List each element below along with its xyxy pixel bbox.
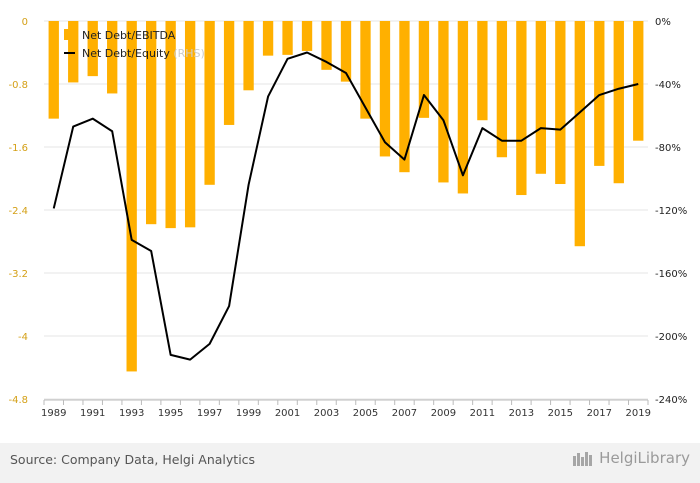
bar-net-debt-ebitda — [204, 21, 215, 185]
right-axis-tick-label: -80% — [655, 143, 681, 154]
right-axis-tick-label: -160% — [655, 269, 687, 280]
helgi-library-logo: HelgiLibrary — [572, 449, 690, 467]
x-axis-tick-label: 2013 — [509, 408, 534, 419]
bar-net-debt-ebitda — [223, 21, 235, 125]
bar-net-debt-ebitda — [438, 21, 449, 183]
bar-net-debt-ebitda — [87, 21, 98, 77]
x-axis-tick-label: 2015 — [548, 408, 573, 419]
bar-net-debt-ebitda — [282, 21, 293, 55]
left-axis-tick-label: -1.6 — [8, 143, 28, 154]
legend-label-net-debt-equity: Net Debt/Equity (RHS) — [82, 47, 205, 60]
line-net-debt-equity — [52, 51, 639, 361]
bar-net-debt-ebitda — [516, 21, 527, 196]
x-axis-tick-label: 2001 — [275, 408, 300, 419]
x-axis-tick-label: 2011 — [470, 408, 495, 419]
bar-net-debt-ebitda — [340, 21, 352, 82]
source-text: Source: Company Data, Helgi Analytics — [10, 452, 256, 467]
x-axis-tick-label: 1989 — [41, 408, 66, 419]
right-axis-tick-label: -240% — [655, 395, 687, 406]
combo-chart: 0 -0.8 -1.6 -2.4 -3.2 -4 -4.8 0% -40% -80% -120% -1… — [8, 17, 687, 419]
bar-net-debt-ebitda — [633, 21, 644, 141]
footer: Source: Company Data, Helgi Analytics He… — [0, 443, 700, 483]
left-axis-tick-label: -3.2 — [8, 269, 28, 280]
bar-net-debt-ebitda — [243, 21, 254, 91]
x-axis-tick-label: 1995 — [158, 408, 183, 419]
bar-net-debt-ebitda — [68, 21, 79, 83]
bar-net-debt-ebitda — [594, 21, 605, 166]
left-axis-tick-label: 0 — [22, 17, 28, 28]
x-axis-tick-label: 2007 — [392, 408, 417, 419]
bar-net-debt-ebitda — [165, 21, 176, 229]
left-axis-tick-label: -0.8 — [8, 80, 28, 91]
bar-net-debt-ebitda — [496, 21, 508, 158]
logo-text: HelgiLibrary — [599, 449, 690, 467]
bar-net-debt-ebitda — [360, 21, 371, 119]
library-icon — [573, 452, 593, 466]
bar-net-debt-ebitda — [555, 21, 566, 185]
bar-net-debt-ebitda — [184, 21, 196, 228]
bar-net-debt-ebitda — [477, 21, 488, 121]
x-axis-tick-label: 2009 — [431, 408, 456, 419]
x-axis-tick-label: 2019 — [626, 408, 651, 419]
right-axis-tick-label: -40% — [655, 80, 681, 91]
bar-net-debt-ebitda — [574, 21, 585, 247]
x-axis-tick-label: 1999 — [236, 408, 261, 419]
bar-net-debt-ebitda — [379, 21, 391, 157]
x-axis-tick-label: 2017 — [587, 408, 612, 419]
bar-net-debt-ebitda — [613, 21, 624, 184]
x-axis-tick-label: 1991 — [80, 408, 105, 419]
x-axis-tick-label: 1993 — [119, 408, 144, 419]
bar-net-debt-ebitda — [399, 21, 410, 173]
bar-net-debt-ebitda — [457, 21, 469, 194]
legend-label-net-debt-ebitda: Net Debt/EBITDA — [82, 29, 176, 42]
legend-rhs-suffix: (RHS) — [173, 47, 204, 60]
x-axis-tick-label: 1997 — [197, 408, 222, 419]
right-axis-tick-label: -200% — [655, 332, 687, 343]
x-axis-tick-label: 2005 — [353, 408, 378, 419]
bar-net-debt-ebitda — [126, 21, 137, 372]
right-axis-tick-label: -120% — [655, 206, 687, 217]
bar-net-debt-ebitda — [535, 21, 547, 174]
bar-net-debt-ebitda — [107, 21, 118, 94]
left-axis-tick-label: -4.8 — [8, 395, 28, 406]
bar-net-debt-ebitda — [146, 21, 157, 225]
bar-net-debt-ebitda — [321, 21, 332, 70]
left-axis-tick-label: -2.4 — [8, 206, 28, 217]
bar-net-debt-ebitda — [301, 21, 313, 51]
bar-net-debt-ebitda — [262, 21, 274, 56]
bar-net-debt-ebitda — [418, 21, 430, 118]
bar-net-debt-ebitda — [48, 21, 59, 119]
left-axis-tick-label: -4 — [18, 332, 28, 343]
legend-swatch-bar — [64, 29, 74, 40]
x-axis-tick-label: 2003 — [314, 408, 339, 419]
right-axis-tick-label: 0% — [655, 17, 671, 28]
